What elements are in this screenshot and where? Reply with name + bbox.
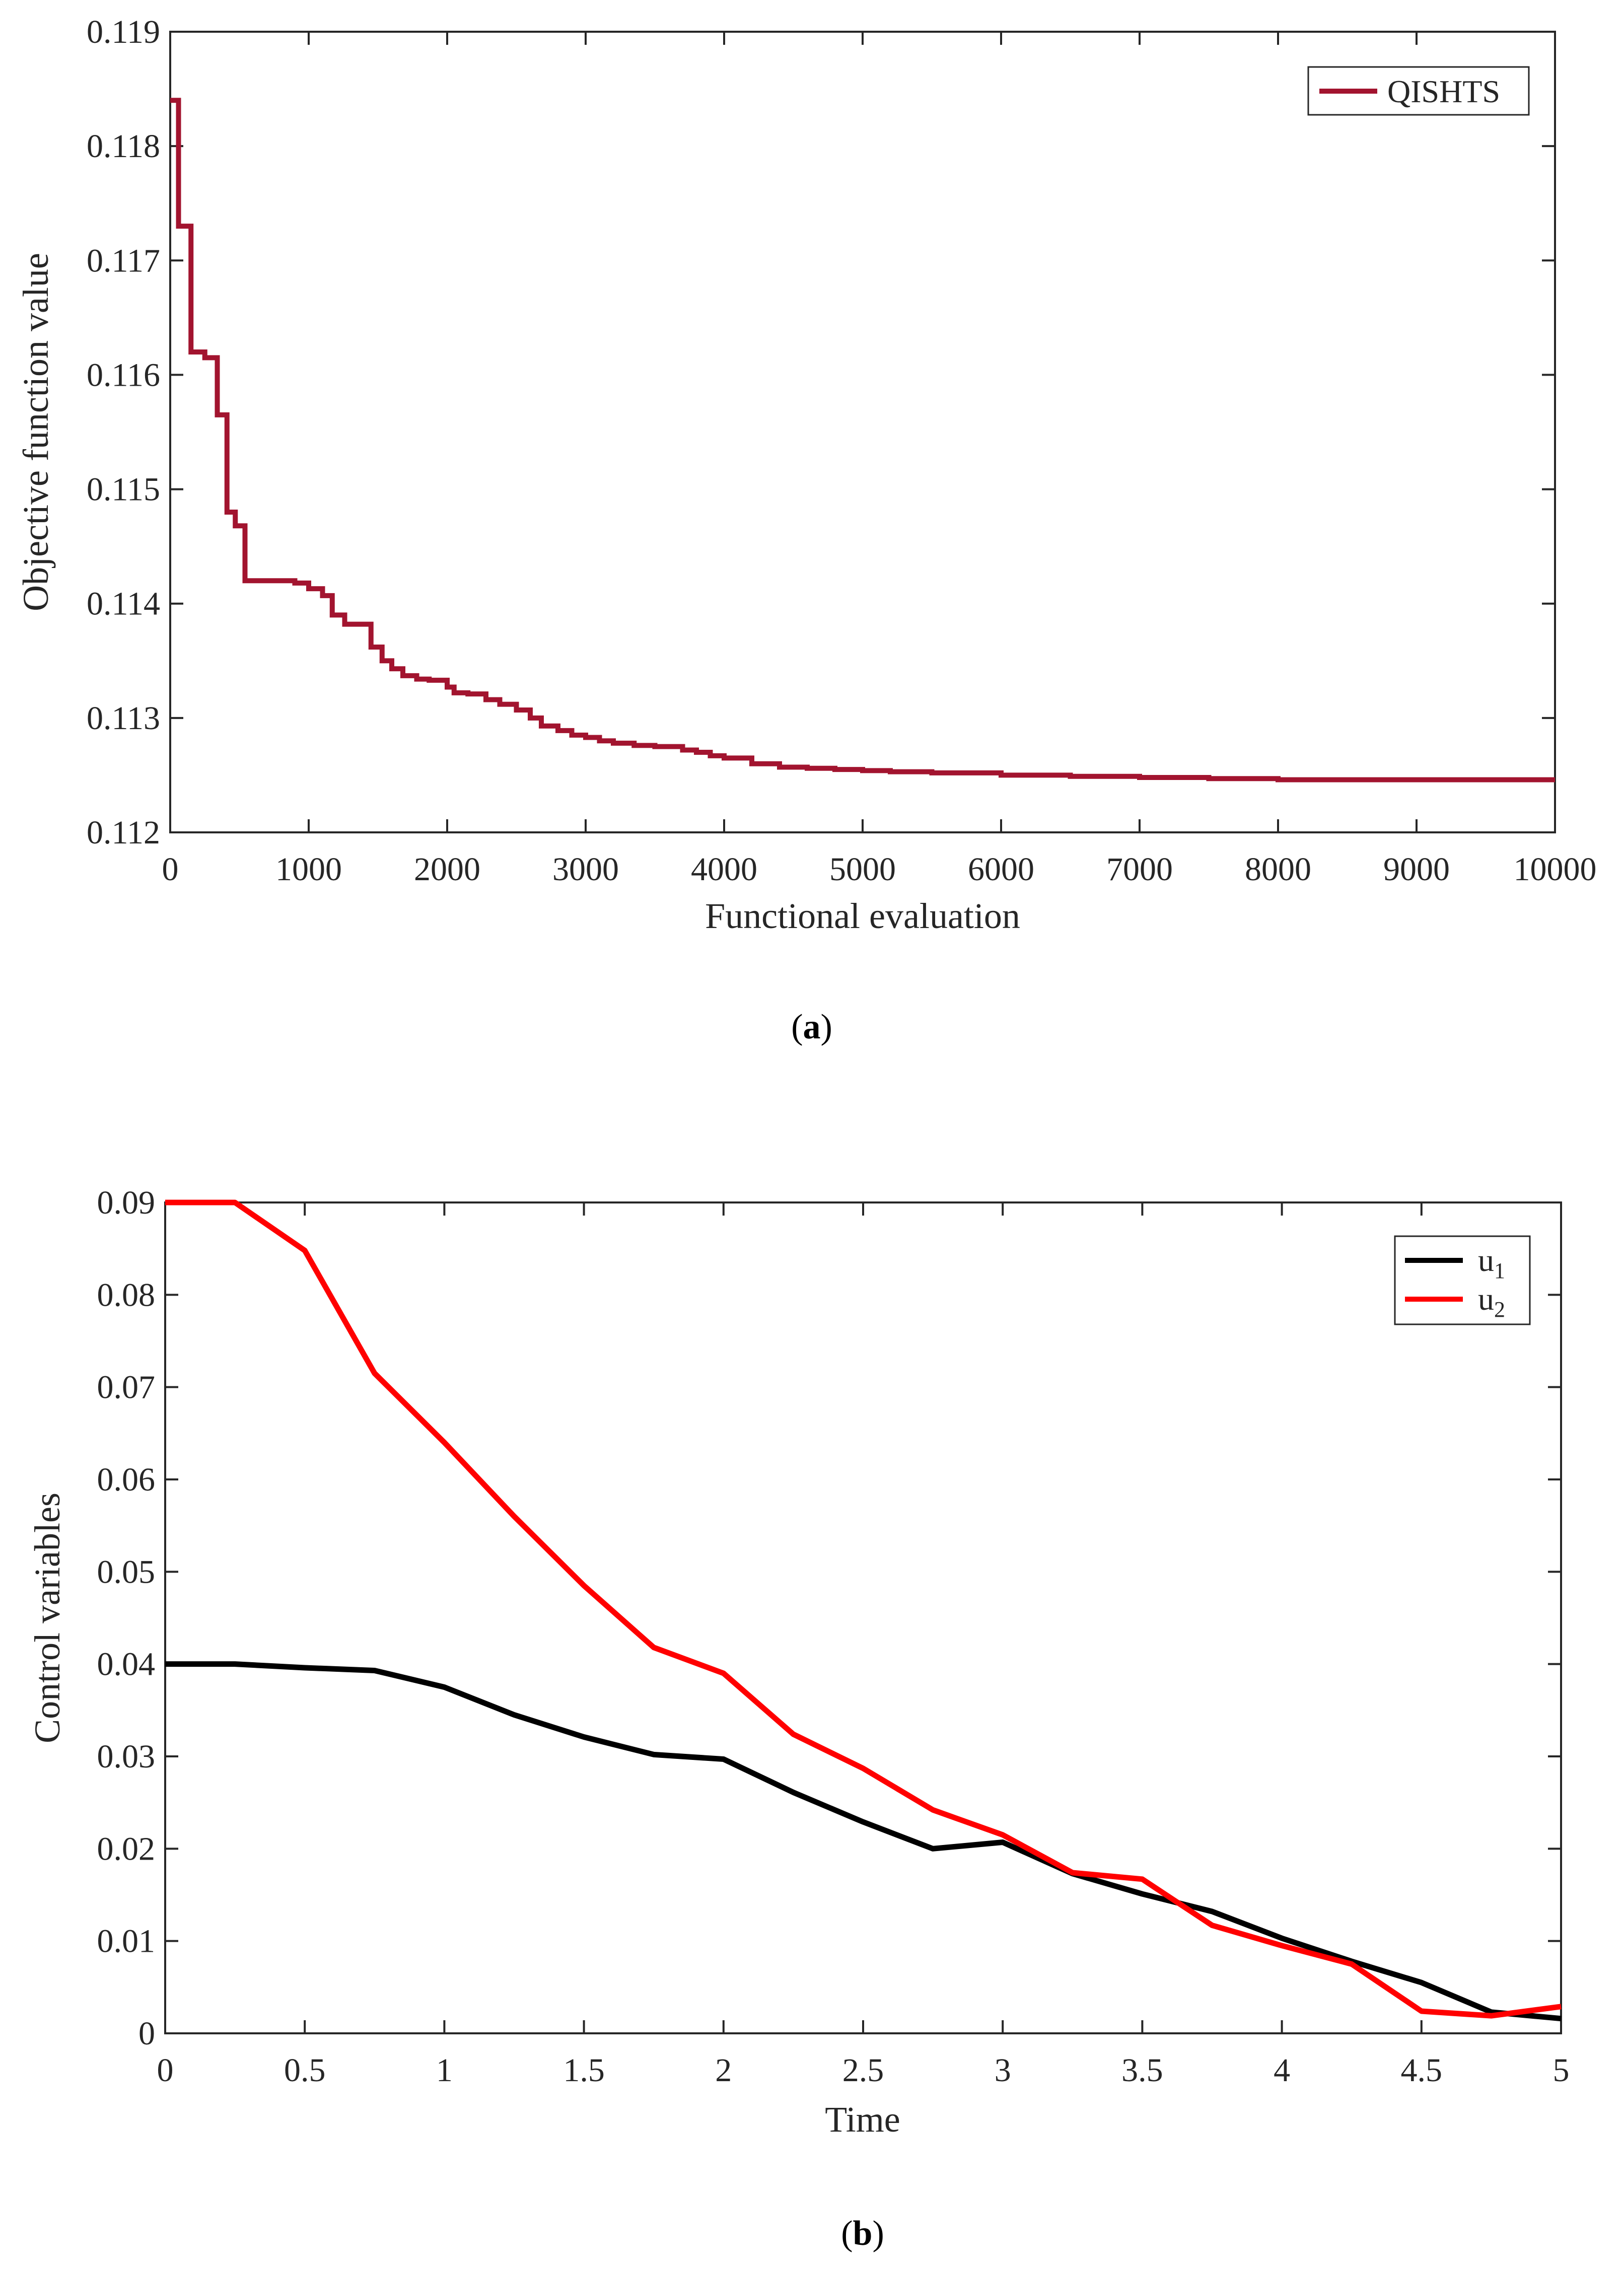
y-tick-label: 0.09 — [97, 1184, 156, 1221]
chart-b-caption-letter: b — [853, 2214, 873, 2253]
chart-b-caption-open: ( — [841, 2214, 853, 2253]
chart-b-series-group — [165, 1199, 1562, 2022]
y-tick-label: 0.119 — [87, 14, 160, 50]
chart-a-y-axis-title: Objective function value — [16, 253, 56, 611]
chart-a-legend: QISHTS — [1307, 66, 1530, 116]
chart-b-legend-u1-subscript: 1 — [1494, 1258, 1505, 1283]
y-tick-label: 0.115 — [87, 471, 160, 508]
chart-b-legend: u1 u2 — [1394, 1235, 1531, 1325]
chart-b-legend-label-u2: u2 — [1478, 1281, 1505, 1322]
y-tick-label: 0.112 — [87, 814, 160, 851]
y-tick-label: 0.114 — [87, 586, 160, 622]
x-tick-label: 10000 — [1514, 851, 1597, 888]
series-qishts-line — [170, 98, 1555, 783]
x-tick-label: 2 — [715, 2052, 732, 2089]
y-tick-label: 0.113 — [87, 700, 160, 737]
chart-b-plot-area — [164, 1201, 1562, 2034]
chart-b-legend-u1-base: u — [1478, 1242, 1494, 1278]
chart-a: 0 1000 2000 3000 4000 5000 6000 7000 8000 9000 100… — [16, 14, 1597, 1046]
series-u2-line — [165, 1199, 1562, 2019]
x-tick-label: 0 — [157, 2052, 174, 2089]
x-tick-label: 9000 — [1383, 851, 1450, 888]
series-u1-line — [165, 1661, 1562, 2022]
x-tick-label: 5000 — [829, 851, 896, 888]
chart-a-caption: (a) — [791, 1008, 832, 1046]
chart-b: 0 0.5 1 1.5 2 2.5 3 3.5 4 4.5 5 0 0.01 0.02 0.03 0.04 0.… — [27, 1184, 1570, 2253]
x-tick-label: 4.5 — [1401, 2052, 1443, 2089]
y-tick-label: 0.07 — [97, 1369, 156, 1406]
chart-a-plot-area — [169, 31, 1556, 833]
x-tick-label: 1.5 — [563, 2052, 605, 2089]
x-tick-label: 0.5 — [284, 2052, 326, 2089]
chart-b-x-axis-title: Time — [825, 2099, 900, 2140]
x-tick-label: 6000 — [968, 851, 1034, 888]
x-tick-label: 3.5 — [1121, 2052, 1163, 2089]
y-tick-label: 0.118 — [87, 128, 160, 165]
chart-a-caption-open: ( — [791, 1008, 803, 1046]
x-tick-label: 4 — [1274, 2052, 1290, 2089]
x-tick-label: 2000 — [414, 851, 480, 888]
x-tick-label: 5 — [1553, 2052, 1570, 2089]
x-tick-label: 0 — [162, 851, 179, 888]
chart-a-caption-letter: a — [803, 1008, 821, 1046]
y-tick-label: 0.04 — [97, 1646, 156, 1683]
x-tick-label: 1000 — [275, 851, 342, 888]
y-tick-label: 0.116 — [87, 357, 160, 393]
chart-b-legend-box — [1394, 1235, 1531, 1325]
y-tick-label: 0.08 — [97, 1276, 156, 1313]
y-tick-label: 0.02 — [97, 1830, 156, 1867]
y-tick-label: 0.117 — [87, 242, 160, 279]
chart-b-caption-close: ) — [872, 2214, 884, 2253]
y-tick-label: 0.01 — [97, 1923, 156, 1960]
chart-b-legend-u2-base: u — [1478, 1281, 1494, 1317]
y-tick-label: 0 — [138, 2015, 155, 2052]
chart-a-legend-label-qishts: QISHTS — [1387, 74, 1500, 109]
y-tick-label: 0.06 — [97, 1461, 156, 1498]
chart-b-legend-u2-subscript: 2 — [1494, 1297, 1505, 1322]
chart-a-tick-labels: 0 1000 2000 3000 4000 5000 6000 7000 8000 9000 100… — [87, 14, 1597, 888]
chart-a-x-axis-title: Functional evaluation — [705, 896, 1020, 936]
chart-b-legend-label-u1: u1 — [1478, 1242, 1505, 1283]
x-tick-label: 3 — [995, 2052, 1011, 2089]
x-tick-label: 7000 — [1106, 851, 1173, 888]
chart-b-caption: (b) — [841, 2214, 884, 2253]
chart-b-tick-labels: 0 0.5 1 1.5 2 2.5 3 3.5 4 4.5 5 0 0.01 0.02 0.03 0.04 0.… — [97, 1184, 1570, 2089]
x-tick-label: 8000 — [1245, 851, 1311, 888]
chart-a-series-group — [170, 98, 1555, 783]
x-tick-label: 3000 — [552, 851, 619, 888]
chart-b-y-axis-title: Control variables — [27, 1493, 67, 1743]
y-tick-label: 0.03 — [97, 1738, 156, 1775]
chart-a-caption-close: ) — [821, 1008, 832, 1046]
chart-a-ticks — [169, 31, 1556, 833]
y-tick-label: 0.05 — [97, 1553, 156, 1590]
x-tick-label: 4000 — [691, 851, 757, 888]
x-tick-label: 2.5 — [842, 2052, 884, 2089]
x-tick-label: 1 — [436, 2052, 453, 2089]
